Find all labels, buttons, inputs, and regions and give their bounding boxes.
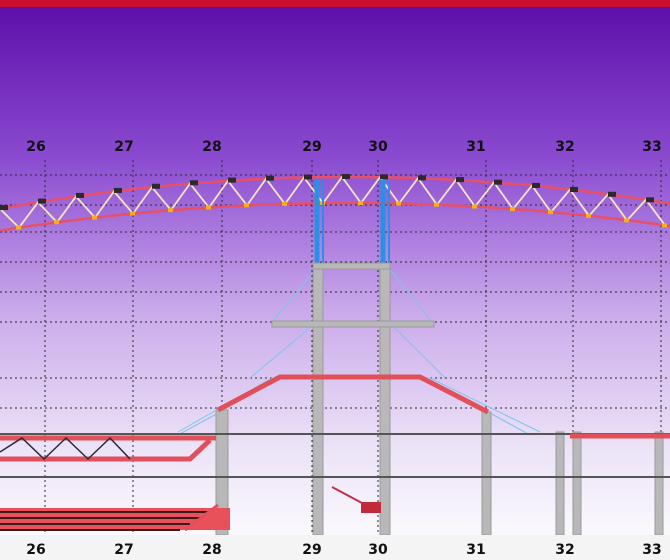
steel-frame — [215, 262, 664, 536]
axis-label-bottom-28: 28 — [202, 542, 221, 558]
axis-label-bottom-26: 26 — [26, 542, 45, 558]
axis-label-top-32: 32 — [555, 139, 574, 155]
axis-label-bottom-32: 32 — [555, 542, 574, 558]
truss-node — [586, 213, 591, 218]
axis-label-bottom-33: 33 — [642, 542, 661, 558]
truss-node — [38, 198, 46, 204]
stair-steps — [0, 503, 230, 532]
truss-node — [54, 220, 59, 225]
axis-label-bottom-29: 29 — [302, 542, 321, 558]
axis-label-top-29: 29 — [302, 139, 321, 155]
truss-node — [92, 215, 97, 220]
truss-node — [76, 192, 84, 198]
axis-label-top-33: 33 — [642, 139, 661, 155]
truss-node — [16, 225, 21, 230]
truss-node — [380, 174, 388, 180]
bottom-axis-labels: 26 27 28 29 30 31 32 33 — [26, 542, 661, 558]
roof-arch-truss — [0, 174, 670, 232]
truss-node — [152, 183, 160, 189]
truss-node — [570, 187, 578, 193]
truss-node — [114, 187, 122, 193]
truss-node — [244, 203, 249, 208]
truss-node — [456, 177, 464, 183]
truss-node — [304, 174, 312, 180]
axis-grid — [0, 160, 670, 535]
truss-node — [396, 201, 401, 206]
truss-node — [662, 223, 667, 228]
truss-top-chord — [0, 175, 670, 211]
axis-label-top-27: 27 — [114, 139, 133, 155]
ground-strip — [0, 535, 670, 560]
truss-node — [190, 180, 198, 186]
truss-node — [646, 197, 654, 203]
truss-node — [532, 182, 540, 188]
truss-node — [358, 201, 363, 206]
floor-beams — [0, 433, 670, 478]
truss-node — [206, 205, 211, 210]
axis-label-top-31: 31 — [466, 139, 485, 155]
truss-node — [266, 175, 274, 181]
truss-node — [130, 211, 135, 216]
top-axis-labels: 26 27 28 29 30 31 32 33 — [26, 139, 661, 155]
red-members — [0, 374, 670, 462]
truss-node — [548, 210, 553, 215]
blue-braces — [314, 180, 390, 265]
truss-node — [282, 201, 287, 206]
axis-label-bottom-27: 27 — [114, 542, 133, 558]
truss-bottom-chord — [0, 201, 670, 232]
truss-node — [494, 179, 502, 185]
truss-web — [0, 175, 666, 229]
axis-label-bottom-31: 31 — [466, 542, 485, 558]
truss-node — [418, 175, 426, 181]
truss-node — [0, 205, 8, 211]
truss-node — [342, 174, 350, 180]
truss-node — [608, 191, 616, 197]
axis-label-top-30: 30 — [368, 139, 388, 155]
truss-node — [434, 202, 439, 207]
base-detail — [331, 486, 381, 513]
truss-node — [168, 208, 173, 213]
axis-label-top-26: 26 — [26, 139, 45, 155]
axis-label-bottom-30: 30 — [368, 542, 388, 558]
top-red-border — [0, 0, 670, 7]
axis-label-top-28: 28 — [202, 139, 221, 155]
truss-node — [472, 204, 477, 209]
truss-node — [228, 177, 236, 183]
truss-node — [624, 218, 629, 223]
truss-node — [510, 207, 515, 212]
lower-left-truss — [0, 436, 131, 461]
